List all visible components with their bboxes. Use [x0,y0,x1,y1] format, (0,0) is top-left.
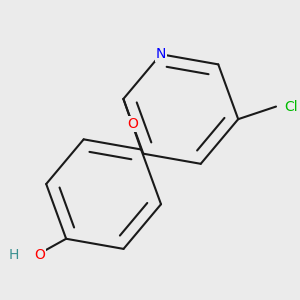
Text: O: O [34,248,45,262]
Text: O: O [127,117,138,131]
Text: Cl: Cl [284,100,298,114]
Text: N: N [156,47,166,61]
Text: H: H [9,248,19,262]
